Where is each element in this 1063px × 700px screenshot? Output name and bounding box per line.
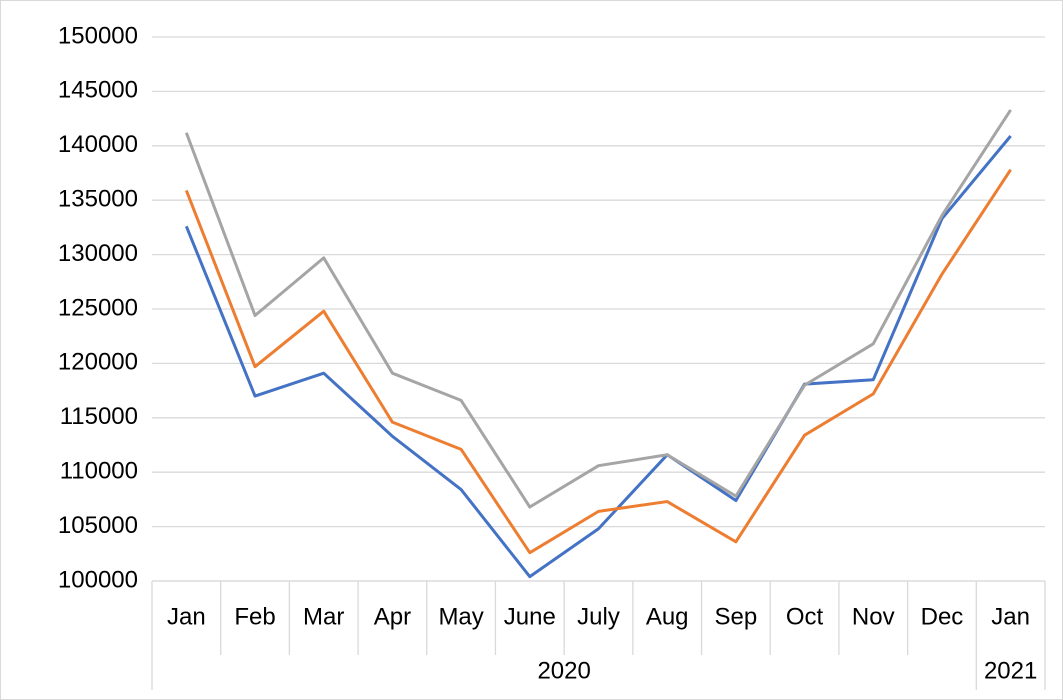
series-line xyxy=(184,109,1012,509)
y-tick-label: 115000 xyxy=(60,403,138,430)
x-tick-label: Jan xyxy=(167,603,206,630)
x-tick-label: Oct xyxy=(786,603,824,630)
y-tick-label: 130000 xyxy=(58,240,138,267)
x-tick-label: Nov xyxy=(852,603,895,630)
x-tick-label: Sep xyxy=(715,603,758,630)
y-tick-label: 135000 xyxy=(58,186,138,213)
x-tick-label: Jan xyxy=(991,603,1030,630)
y-tick-label: 120000 xyxy=(58,349,138,376)
series-line xyxy=(184,168,1012,555)
y-tick-label: 110000 xyxy=(60,458,138,485)
y-tick-label: 105000 xyxy=(58,512,138,539)
y-tick-label: 150000 xyxy=(58,22,138,49)
y-tick-label: 125000 xyxy=(58,294,138,321)
y-tick-label: 140000 xyxy=(58,131,138,158)
series-line xyxy=(184,135,1012,579)
x-tick-label: June xyxy=(504,603,556,630)
x-tick-label: Dec xyxy=(921,603,964,630)
x-group-label: 2021 xyxy=(984,657,1037,684)
y-tick-label: 145000 xyxy=(58,77,138,104)
x-tick-label: Aug xyxy=(646,603,689,630)
x-tick-label: Mar xyxy=(303,603,344,630)
x-tick-label: Feb xyxy=(234,603,275,630)
x-tick-label: July xyxy=(577,603,620,630)
y-tick-label: 100000 xyxy=(58,566,138,593)
x-tick-label: Apr xyxy=(374,603,411,630)
x-tick-label: May xyxy=(438,603,483,630)
x-group-label: 2020 xyxy=(537,657,590,684)
